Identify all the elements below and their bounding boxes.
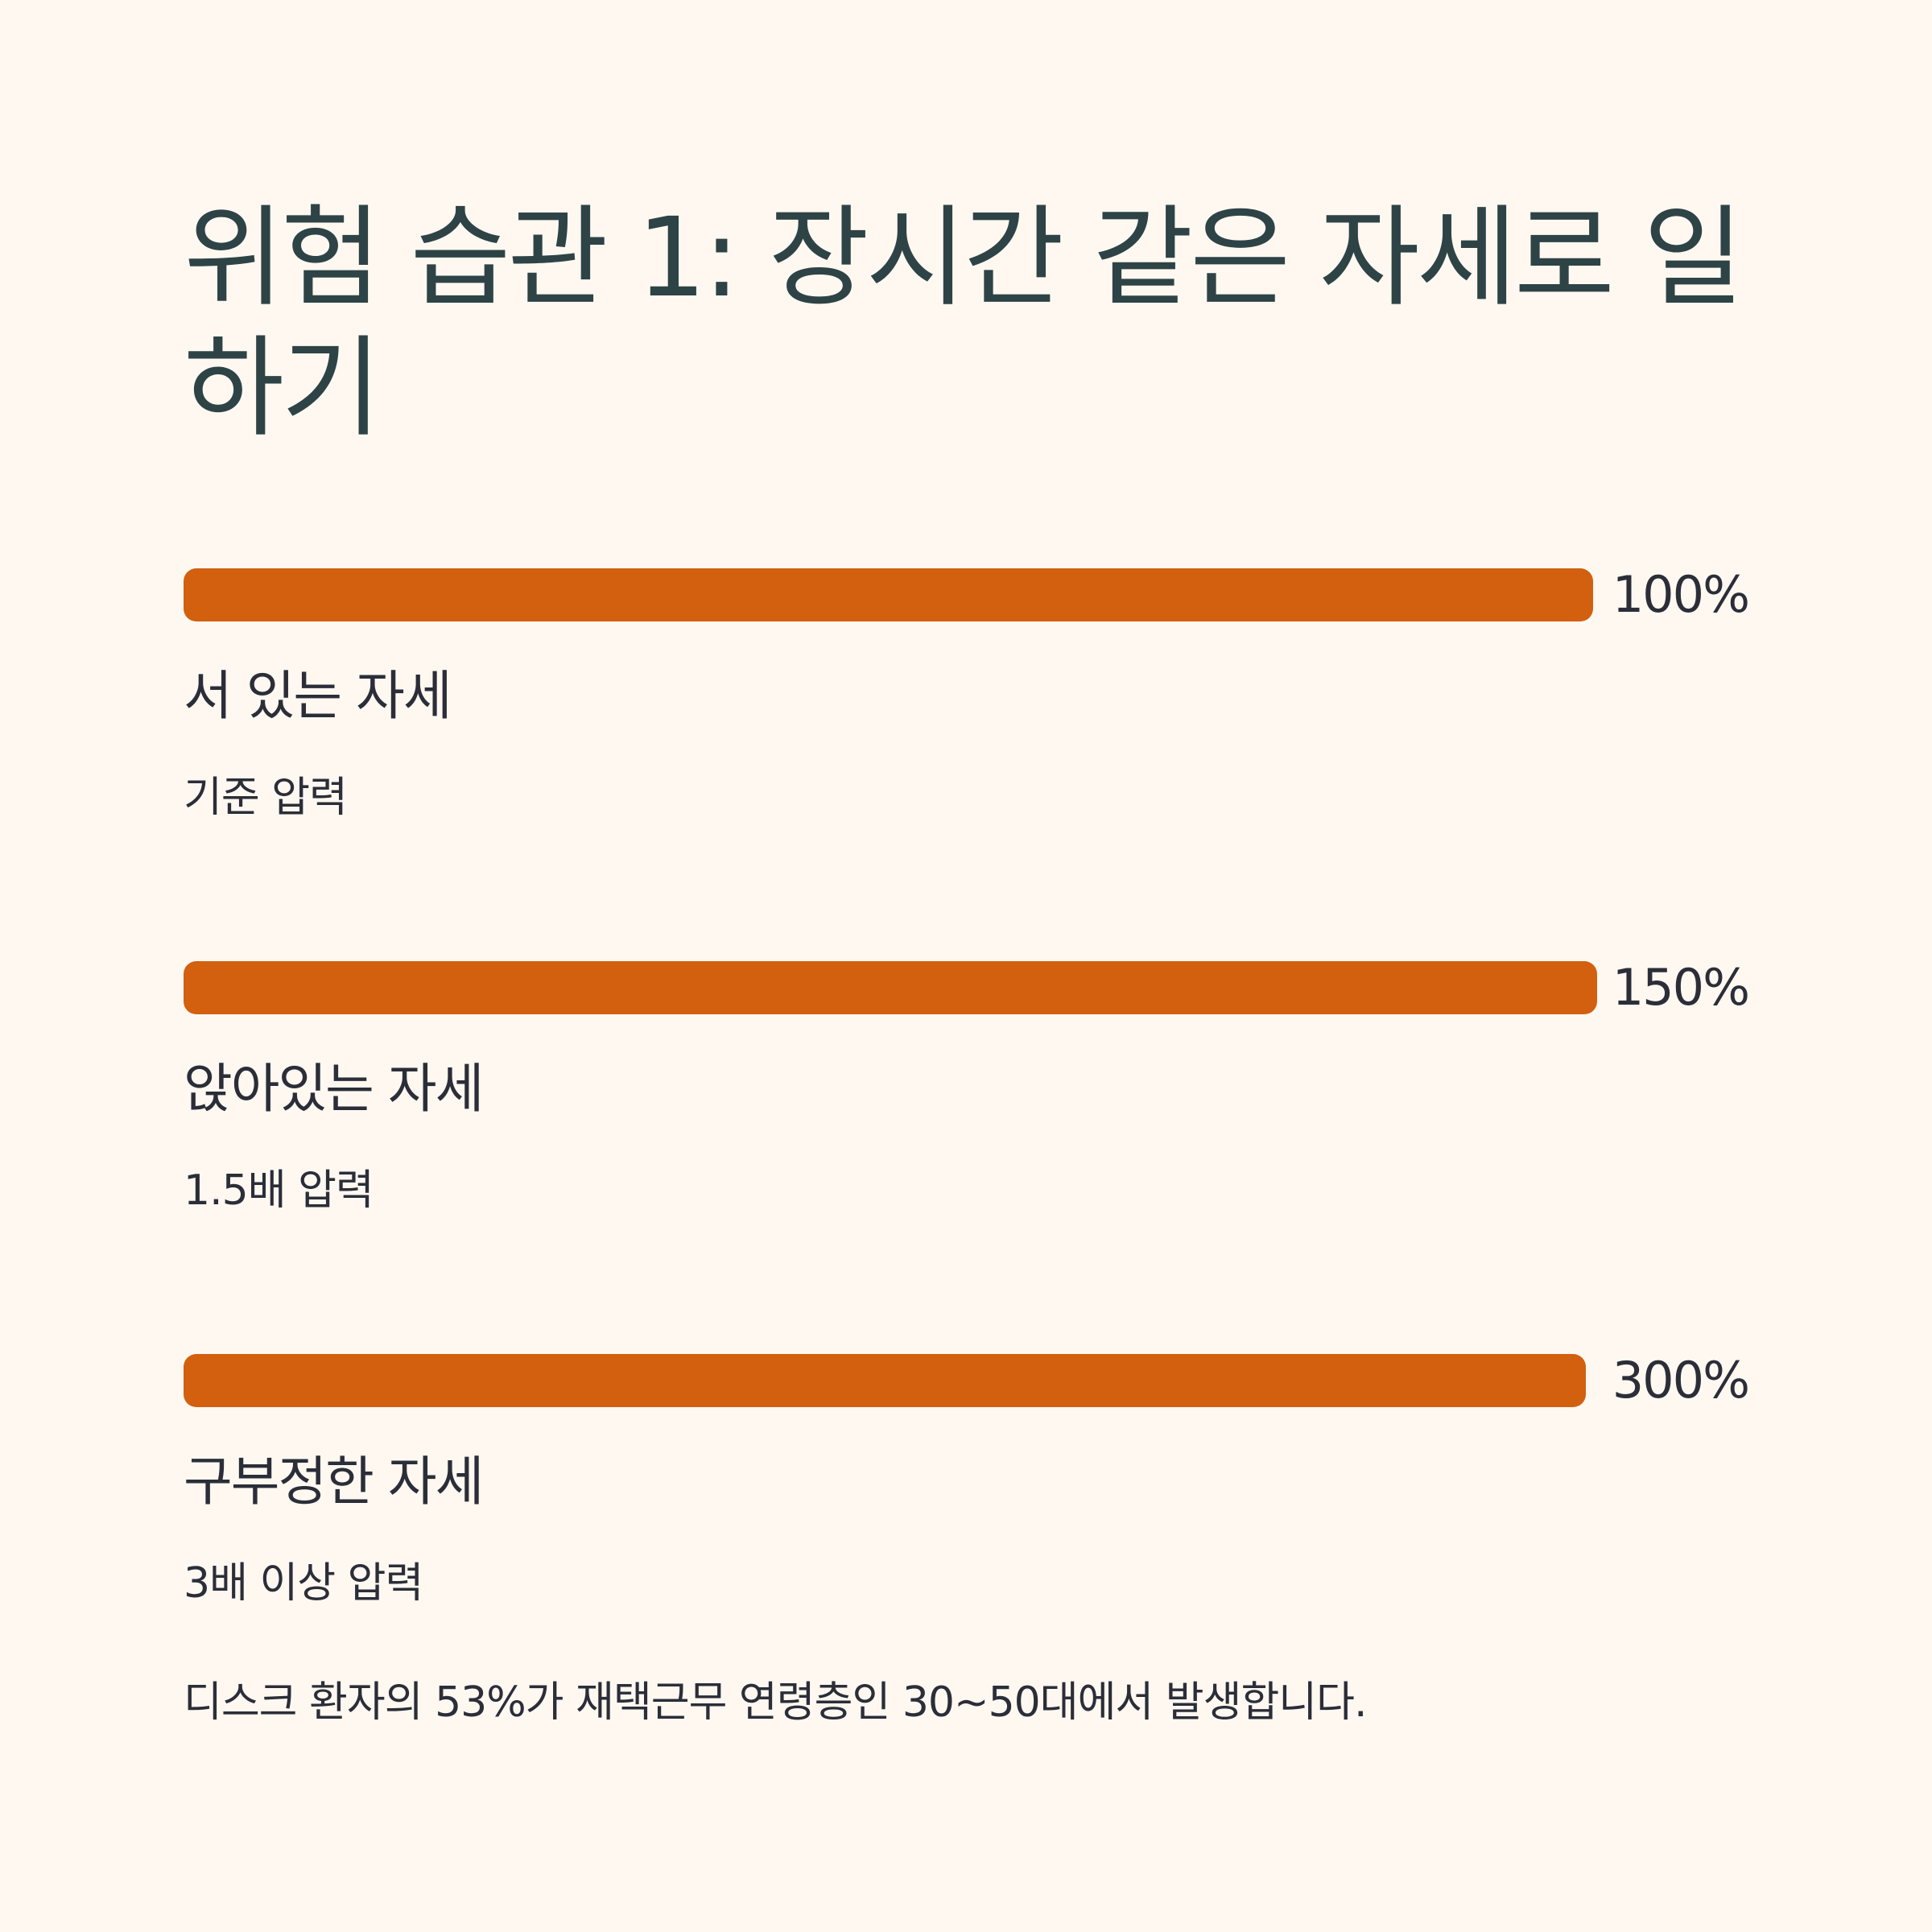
category-label-slouching: 구부정한 자세 — [184, 1451, 484, 1513]
bar-slouching — [184, 1354, 1587, 1407]
category-label-sitting: 앉아있는 자세 — [184, 1058, 484, 1120]
description-slouching: 3배 이상 압력 — [184, 1559, 423, 1608]
description-standing: 기준 압력 — [184, 774, 348, 822]
bar-track — [184, 1354, 1600, 1407]
bar-sitting — [184, 961, 1598, 1014]
footnote: 디스크 환자의 53%가 재택근무 연령층인 30~50대에서 발생합니다. — [184, 1678, 1368, 1727]
value-label-sitting: 150% — [1612, 958, 1750, 1017]
value-label-standing: 100% — [1612, 565, 1750, 624]
category-label-standing: 서 있는 자세 — [184, 665, 452, 727]
page-title: 위험 습관 1: 장시간 같은 자세로 일하기 — [184, 195, 1744, 452]
description-sitting: 1.5배 압력 — [184, 1166, 374, 1215]
bar-track — [184, 961, 1600, 1014]
bar-track — [184, 568, 1600, 621]
value-label-slouching: 300% — [1612, 1351, 1750, 1410]
bar-standing — [184, 568, 1594, 621]
